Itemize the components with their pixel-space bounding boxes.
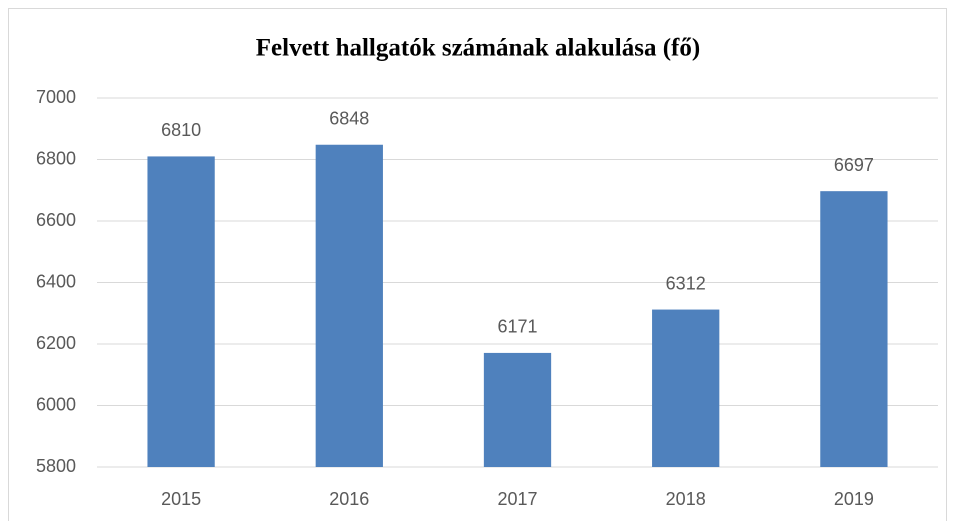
x-tick-label: 2017	[497, 489, 537, 509]
y-tick-label: 6400	[36, 271, 76, 291]
y-tick-label: 6800	[36, 148, 76, 168]
bar	[147, 156, 215, 468]
chart-title: Felvett hallgatók számának alakulása (fő…	[256, 35, 700, 62]
data-label: 6697	[834, 155, 874, 175]
bar	[652, 309, 720, 467]
x-tick-label: 2015	[161, 489, 201, 509]
bar	[820, 191, 888, 468]
x-tick-label: 2016	[329, 489, 369, 509]
data-label: 6810	[161, 120, 201, 140]
y-tick-label: 7000	[36, 87, 76, 107]
y-tick-label: 5800	[36, 456, 76, 476]
bar	[483, 352, 552, 467]
x-tick-label: 2019	[834, 489, 874, 509]
data-label: 6312	[666, 273, 706, 293]
y-tick-label: 6600	[36, 210, 76, 230]
y-tick-label: 6000	[36, 394, 76, 414]
y-tick-label: 6200	[36, 333, 76, 353]
x-tick-label: 2018	[666, 489, 706, 509]
data-label: 6171	[497, 317, 537, 337]
data-label: 6848	[329, 108, 369, 128]
bar	[315, 144, 383, 468]
